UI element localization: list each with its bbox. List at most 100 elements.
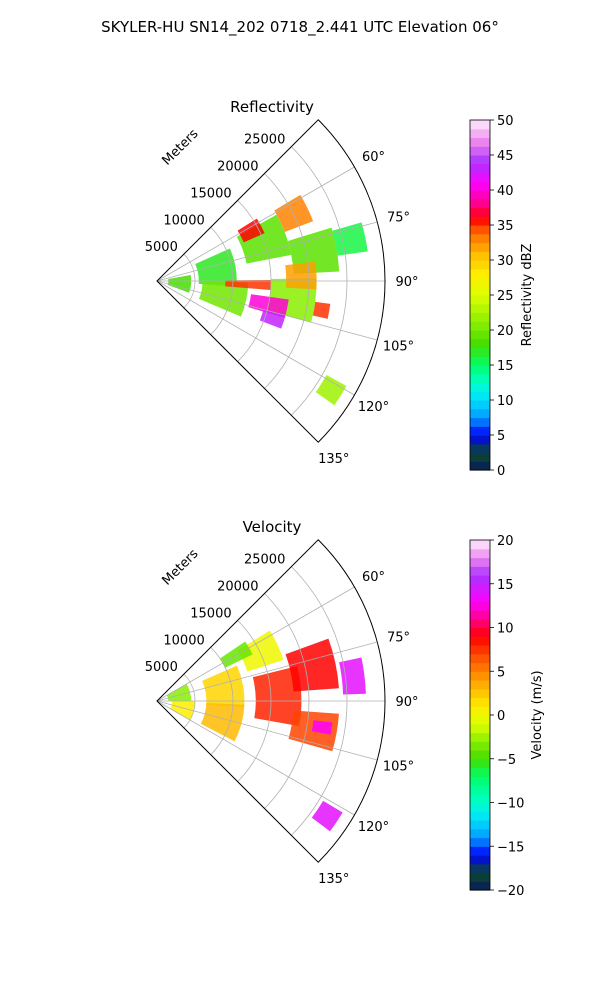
reflectivity-colorbar-tick-label: 45 <box>497 149 514 164</box>
reflectivity-echo-cell <box>285 261 317 290</box>
reflectivity-colorbar-swatch <box>470 286 490 296</box>
reflectivity-colorbar-swatch <box>470 435 490 445</box>
velocity-colorbar-swatch <box>470 750 490 760</box>
velocity-echo-cell <box>170 701 195 720</box>
reflectivity-colorbar-tick-label: 0 <box>497 464 505 479</box>
reflectivity-colorbar-swatch <box>470 461 490 471</box>
reflectivity-colorbar-swatch <box>470 303 490 314</box>
reflectivity-echo-cell <box>195 248 237 287</box>
reflectivity-colorbar-tick-label: 15 <box>497 359 514 374</box>
reflectivity-colorbar-swatch <box>470 373 490 384</box>
reflectivity-colorbar-swatch <box>470 198 490 209</box>
velocity-colorbar-swatch <box>470 540 490 550</box>
velocity-colorbar-tick-label: 0 <box>497 709 505 724</box>
reflectivity-echo-cell <box>225 280 271 290</box>
reflectivity-colorbar-swatch <box>470 321 490 331</box>
reflectivity-range-tick-label: 10000 <box>163 213 204 228</box>
reflectivity-azimuth-tick-label: 75° <box>387 210 410 225</box>
velocity-colorbar-swatch <box>470 688 490 699</box>
velocity-echo-cell <box>220 641 253 668</box>
velocity-colorbar-swatch <box>470 837 490 847</box>
velocity-colorbar-swatch <box>470 627 490 637</box>
reflectivity-colorbar-swatch <box>470 356 490 366</box>
reflectivity-echo-cell <box>274 194 314 232</box>
reflectivity-range-tick-label: 5000 <box>145 240 178 255</box>
reflectivity-colorbar-swatch <box>470 391 490 401</box>
velocity-colorbar: Velocity (m/s) −20 −15 −10 −5 0 5 10 15 20 <box>469 534 545 899</box>
reflectivity-colorbar-swatch <box>470 338 490 349</box>
reflectivity-colorbar-swatch <box>470 417 490 427</box>
reflectivity-colorbar-swatch <box>470 172 490 182</box>
reflectivity-colorbar-swatch <box>470 128 490 139</box>
reflectivity-colorbar-swatch <box>470 426 490 436</box>
velocity-range-tick-label: 15000 <box>190 606 231 621</box>
velocity-echo-layer <box>166 630 366 832</box>
velocity-colorbar-swatch <box>470 653 490 664</box>
velocity-colorbar-tick-label: −5 <box>497 753 516 768</box>
reflectivity-colorbar-tick-label: 35 <box>497 219 514 234</box>
velocity-colorbar-swatch <box>470 680 490 690</box>
reflectivity-echo-cell <box>287 227 340 274</box>
velocity-colorbar-swatch <box>470 872 490 882</box>
velocity-colorbar-tick-label: −10 <box>497 797 524 812</box>
velocity-colorbar-swatch <box>470 706 490 716</box>
reflectivity-colorbar-tick-label: 5 <box>497 429 505 444</box>
velocity-colorbar-swatch <box>470 820 490 830</box>
velocity-colorbar-swatch <box>470 601 490 611</box>
reflectivity-colorbar-swatch <box>470 163 490 174</box>
velocity-echo-cell <box>252 666 302 727</box>
velocity-colorbar-swatch <box>470 618 490 629</box>
velocity-azimuth-tick-label: 135° <box>318 872 349 887</box>
velocity-colorbar-swatch <box>470 697 490 707</box>
reflectivity-echo-cell <box>236 214 292 264</box>
reflectivity-colorbar-swatch <box>470 260 490 270</box>
reflectivity-range-tick-label: 25000 <box>244 133 285 148</box>
reflectivity-azimuth-spoke <box>156 280 378 341</box>
velocity-colorbar-swatch <box>470 662 490 672</box>
reflectivity-colorbar-swatch <box>470 120 490 130</box>
velocity-colorbar-swatch <box>470 758 490 769</box>
reflectivity-colorbar-swatch <box>470 242 490 252</box>
velocity-axes-frame <box>156 539 386 863</box>
reflectivity-colorbar-swatch <box>470 268 490 279</box>
reflectivity-range-tick-label: 15000 <box>190 186 231 201</box>
reflectivity-azimuth-spoke <box>156 221 378 282</box>
velocity-range-tick-label: 10000 <box>163 633 204 648</box>
velocity-colorbar-swatch <box>470 671 490 681</box>
velocity-colorbar-label: Velocity (m/s) <box>530 670 545 759</box>
reflectivity-colorbar-swatch <box>470 312 490 322</box>
velocity-azimuth-tick-label: 75° <box>387 630 410 645</box>
velocity-azimuth-tick-label: 105° <box>383 760 414 775</box>
reflectivity-echo-cell <box>312 301 331 319</box>
velocity-colorbar-tick-label: 20 <box>497 534 514 549</box>
reflectivity-colorbar: Reflectivity dBZ 0 5 10 15 20 25 30 35 40 45 50 <box>469 114 535 479</box>
velocity-colorbar-swatch <box>470 767 490 777</box>
velocity-colorbar-swatch <box>470 645 490 655</box>
velocity-colorbar-swatch <box>470 811 490 821</box>
velocity-colorbar-swatch <box>470 592 490 602</box>
velocity-colorbar-swatch <box>470 741 490 751</box>
velocity-colorbar-tick-label: −20 <box>497 884 524 899</box>
reflectivity-colorbar-tick-label: 50 <box>497 114 514 129</box>
figure-title: SKYLER-HU SN14_202 0718_2.441 UTC Elevat… <box>101 18 499 37</box>
velocity-colorbar-swatch <box>470 828 490 839</box>
velocity-echo-cell <box>202 665 245 708</box>
reflectivity-colorbar-tick-label: 30 <box>497 254 514 269</box>
reflectivity-colorbar-swatch <box>470 225 490 235</box>
velocity-echo-cell <box>311 800 343 832</box>
reflectivity-colorbar-swatch <box>470 365 490 375</box>
velocity-azimuth-spoke <box>156 586 355 702</box>
velocity-azimuth-tick-label: 60° <box>362 570 385 585</box>
reflectivity-colorbar-swatch <box>470 233 490 244</box>
reflectivity-echo-cell <box>332 222 368 256</box>
velocity-colorbar-swatch <box>470 715 490 725</box>
velocity-colorbar-swatch <box>470 855 490 865</box>
velocity-range-tick-label: 5000 <box>145 660 178 675</box>
velocity-colorbar-swatch <box>470 776 490 786</box>
velocity-colorbar-swatch <box>470 548 490 559</box>
reflectivity-colorbar-swatch <box>470 400 490 410</box>
reflectivity-azimuth-spoke <box>156 166 355 282</box>
reflectivity-azimuth-tick-label: 60° <box>362 150 385 165</box>
reflectivity-echo-cell <box>237 218 265 243</box>
reflectivity-azimuth-tick-label: 135° <box>318 452 349 467</box>
